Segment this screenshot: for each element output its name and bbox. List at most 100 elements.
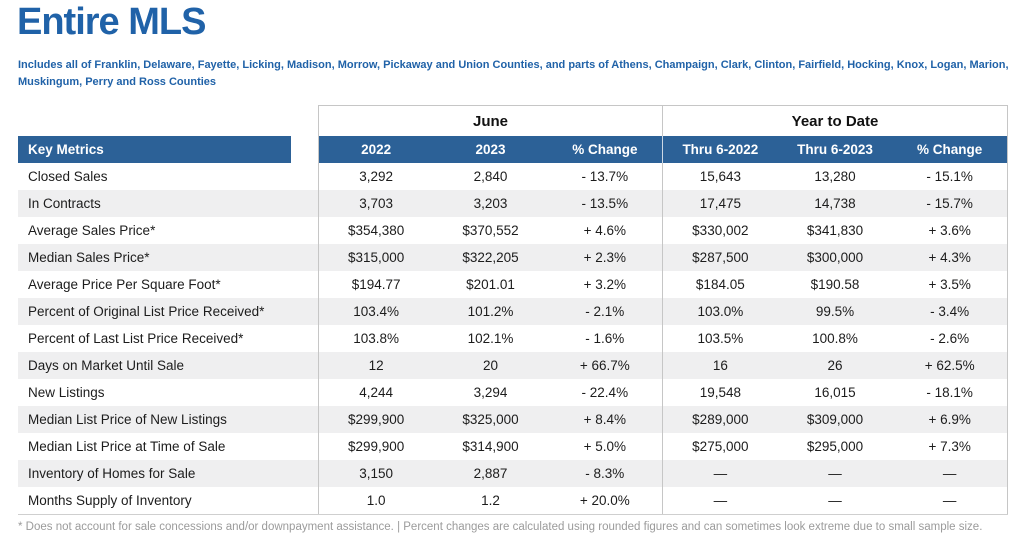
ytd-pct-change-value: - 15.7% (926, 196, 973, 211)
june-values: $299,900 $325,000 + 8.4% (318, 406, 662, 433)
metric-label: Average Price Per Square Foot* (28, 277, 221, 292)
ytd-thru-2023-value: $300,000 (806, 250, 864, 265)
ytd-pct-change-value: + 62.5% (924, 358, 975, 373)
ytd-values: $330,002 $341,830 + 3.6% (662, 217, 1008, 244)
metric-label: New Listings (28, 385, 105, 400)
column-header-gap (291, 136, 318, 163)
column-header-june-2023: 2023 (475, 142, 506, 157)
ytd-thru-2022-value: $287,500 (692, 250, 749, 265)
table-row: Median List Price of New Listings $299,9… (18, 406, 1008, 433)
june-2022-value: 3,292 (359, 169, 394, 184)
june-pct-change-value: + 3.2% (583, 277, 627, 292)
ytd-thru-2023-value: 100.8% (812, 331, 858, 346)
june-2023-value: $201.01 (466, 277, 515, 292)
table-row: In Contracts 3,703 3,203 - 13.5% 17,475 … (18, 190, 1008, 217)
table-row: Months Supply of Inventory 1.0 1.2 + 20.… (18, 487, 1008, 514)
ytd-values: — — — (662, 487, 1008, 514)
ytd-pct-change-value: - 18.1% (926, 385, 973, 400)
june-2022-value: 3,150 (359, 466, 394, 481)
june-2023-value: 101.2% (467, 304, 514, 319)
ytd-pct-change-value: + 6.9% (928, 412, 971, 427)
ytd-values: — — — (662, 460, 1008, 487)
june-2022-value: 103.8% (353, 331, 400, 346)
june-2022-value: $315,000 (348, 250, 405, 265)
june-2023-value: $370,552 (462, 223, 519, 238)
june-pct-change-value: + 20.0% (579, 493, 630, 508)
table-row: Average Price Per Square Foot* $194.77 $… (18, 271, 1008, 298)
june-pct-change-value: - 2.1% (585, 304, 625, 319)
june-values: 4,244 3,294 - 22.4% (318, 379, 662, 406)
table-row: Median List Price at Time of Sale $299,9… (18, 433, 1008, 460)
ytd-values: 16 26 + 62.5% (662, 352, 1008, 379)
metric-label: Average Sales Price* (28, 223, 156, 238)
key-metrics-table: June Year to Date Key Metrics 2022 2023 … (18, 105, 1008, 515)
ytd-thru-2023-value: 14,738 (814, 196, 856, 211)
june-pct-change-value: - 8.3% (585, 466, 625, 481)
june-pct-change-value: + 66.7% (579, 358, 630, 373)
table-row: Percent of Original List Price Received*… (18, 298, 1008, 325)
ytd-values: $275,000 $295,000 + 7.3% (662, 433, 1008, 460)
ytd-thru-2022-value: 103.5% (697, 331, 744, 346)
june-2022-value: $299,900 (348, 412, 405, 427)
ytd-values: $289,000 $309,000 + 6.9% (662, 406, 1008, 433)
june-pct-change-value: + 2.3% (583, 250, 627, 265)
june-values: 3,292 2,840 - 13.7% (318, 163, 662, 190)
metric-label: Months Supply of Inventory (28, 493, 192, 508)
june-values: 103.8% 102.1% - 1.6% (318, 325, 662, 352)
column-header-june-2022: 2022 (361, 142, 392, 157)
table-row: Closed Sales 3,292 2,840 - 13.7% 15,643 … (18, 163, 1008, 190)
ytd-thru-2022-value: 17,475 (699, 196, 741, 211)
group-header-june: June (318, 105, 662, 136)
ytd-pct-change-value: + 4.3% (928, 250, 971, 265)
table-row: Days on Market Until Sale 12 20 + 66.7% … (18, 352, 1008, 379)
ytd-thru-2022-value: $330,002 (692, 223, 749, 238)
metric-label: Inventory of Homes for Sale (28, 466, 196, 481)
ytd-thru-2023-value: $309,000 (806, 412, 864, 427)
june-pct-change-value: - 13.7% (581, 169, 629, 184)
june-2022-value: $299,900 (348, 439, 405, 454)
june-2023-value: 3,294 (473, 385, 508, 400)
ytd-pct-change-value: + 7.3% (928, 439, 971, 454)
ytd-thru-2023-value: 99.5% (815, 304, 855, 319)
table-row: New Listings 4,244 3,294 - 22.4% 19,548 … (18, 379, 1008, 406)
june-2023-value: 2,840 (473, 169, 508, 184)
ytd-pct-change-value: - 3.4% (930, 304, 970, 319)
ytd-values: 15,643 13,280 - 15.1% (662, 163, 1008, 190)
table-row: Average Sales Price* $354,380 $370,552 +… (18, 217, 1008, 244)
june-2023-value: 102.1% (467, 331, 514, 346)
ytd-thru-2023-value: — (828, 493, 842, 508)
ytd-thru-2023-value: 26 (827, 358, 843, 373)
june-pct-change-value: - 13.5% (581, 196, 629, 211)
june-2022-value: 12 (368, 358, 384, 373)
column-header-key-metrics: Key Metrics (18, 136, 291, 163)
ytd-thru-2022-value: $184.05 (695, 277, 745, 292)
ytd-thru-2023-value: $341,830 (806, 223, 864, 238)
june-2023-value: $322,205 (462, 250, 519, 265)
metric-label: Median Sales Price* (28, 250, 150, 265)
ytd-pct-change-value: - 2.6% (930, 331, 970, 346)
metric-label: Percent of Original List Price Received* (28, 304, 265, 319)
june-values: 103.4% 101.2% - 2.1% (318, 298, 662, 325)
group-header-spacer (18, 105, 318, 136)
metric-label: Days on Market Until Sale (28, 358, 185, 373)
ytd-thru-2022-value: — (713, 466, 728, 481)
june-values: 1.0 1.2 + 20.0% (318, 487, 662, 514)
june-values: 3,150 2,887 - 8.3% (318, 460, 662, 487)
june-pct-change-value: + 4.6% (583, 223, 627, 238)
june-2023-value: 20 (482, 358, 498, 373)
june-2022-value: 3,703 (359, 196, 394, 211)
column-headers-june: 2022 2023 % Change (318, 136, 662, 163)
column-header-thru-6-2023: Thru 6-2023 (797, 142, 873, 157)
ytd-thru-2022-value: $275,000 (692, 439, 749, 454)
column-headers-year-to-date: Thru 6-2022 Thru 6-2023 % Change (662, 136, 1008, 163)
ytd-thru-2023-value: $190.58 (810, 277, 860, 292)
footnote: * Does not account for sale concessions … (18, 521, 983, 533)
ytd-thru-2022-value: 103.0% (697, 304, 744, 319)
ytd-pct-change-value: — (942, 466, 957, 481)
table-body: Closed Sales 3,292 2,840 - 13.7% 15,643 … (18, 163, 1008, 515)
june-2022-value: 1.0 (366, 493, 386, 508)
ytd-values: $184.05 $190.58 + 3.5% (662, 271, 1008, 298)
column-header-thru-6-2022: Thru 6-2022 (682, 142, 759, 157)
ytd-thru-2023-value: 16,015 (814, 385, 856, 400)
